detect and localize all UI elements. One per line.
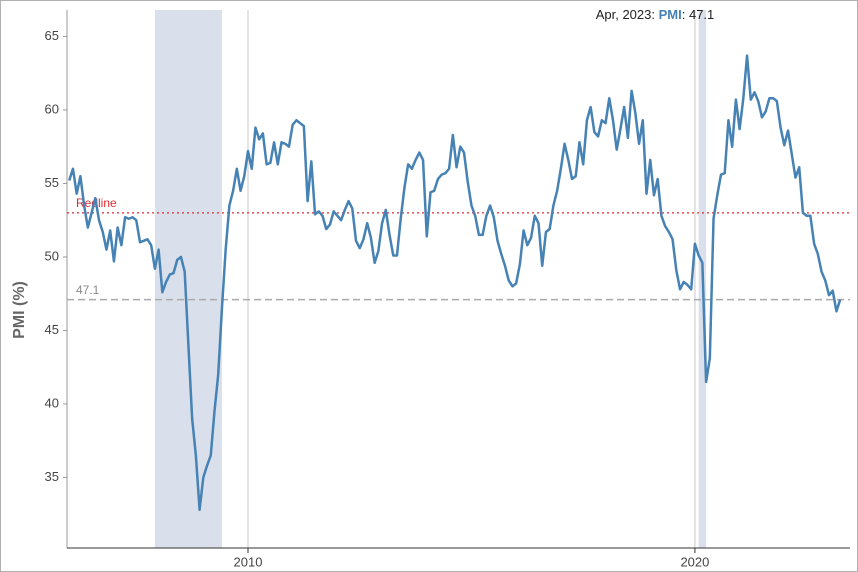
x-tick-label: 2010 (234, 554, 263, 569)
y-tick-label: 60 (45, 101, 59, 116)
y-tick-label: 65 (45, 28, 59, 43)
y-tick-label: 45 (45, 322, 59, 337)
tooltip-value: : 47.1 (682, 7, 715, 22)
reference-label: 47.1 (76, 283, 100, 297)
tooltip-series: PMI (659, 7, 682, 22)
tooltip-date: Apr, 2023: (596, 7, 659, 22)
y-tick-label: 35 (45, 469, 59, 484)
pmi-line (68, 54, 842, 512)
tooltip: Apr, 2023: PMI: 47.1 (596, 7, 715, 22)
recession-band (154, 10, 222, 548)
y-tick-label: 55 (45, 175, 59, 190)
x-tick-label: 2020 (680, 554, 709, 569)
y-axis-label: PMI (%) (11, 281, 28, 339)
y-tick-label: 40 (45, 395, 59, 410)
y-tick-label: 50 (45, 248, 59, 263)
